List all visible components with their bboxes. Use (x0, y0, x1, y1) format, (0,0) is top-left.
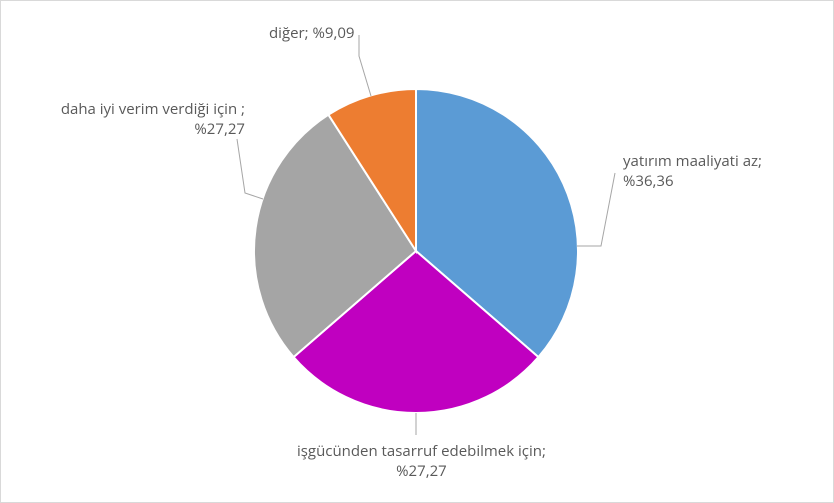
pie-chart-container: yatırım maaliyati az;%36,36 işgücünden ta… (0, 0, 834, 503)
slice-label-line2: %36,36 (623, 171, 674, 191)
slice-label-line2: %27,27 (194, 119, 245, 139)
leader-line-diger (359, 35, 371, 96)
slice-label-diger: diğer; %9,09 (269, 23, 355, 43)
slice-label-daha-iyi-verim: daha iyi verim verdiği için ;%27,27 (45, 99, 245, 140)
leader-line-daha-iyi-verim (237, 139, 263, 199)
slice-label-isgucunden-tasarruf: işgücünden tasarruf edebilmek için;%27,2… (297, 441, 546, 482)
leader-line-yatirim-maaliyati-az (577, 173, 615, 246)
slice-label-line1: diğer; %9,09 (269, 23, 355, 43)
pie-chart-svg (1, 1, 834, 503)
slice-label-yatirim-maaliyati-az: yatırım maaliyati az;%36,36 (623, 151, 762, 192)
slice-label-line2: %27,27 (396, 461, 447, 481)
slice-label-line1: işgücünden tasarruf edebilmek için; (297, 441, 546, 461)
slice-label-line1: yatırım maaliyati az; (623, 151, 762, 171)
slice-label-line1: daha iyi verim verdiği için ; (61, 99, 245, 119)
